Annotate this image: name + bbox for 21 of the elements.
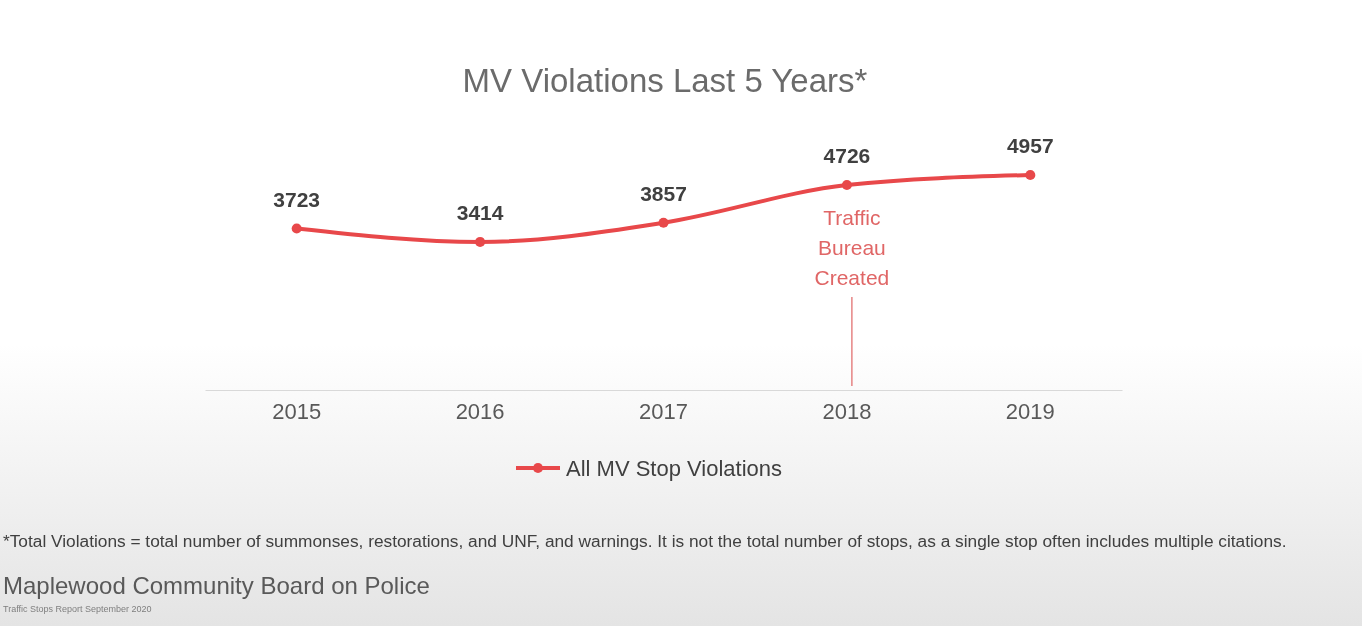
point	[658, 217, 669, 228]
point	[291, 223, 302, 234]
x-tick-label: 2018	[822, 399, 872, 425]
data-label: 3414	[456, 200, 504, 224]
ref-line-label: Traffic Bureau Created	[814, 206, 890, 289]
x-tick-label: 2016	[455, 399, 505, 425]
data-label: 4726	[823, 144, 871, 168]
point	[475, 236, 486, 247]
x-tick-label: 2017	[639, 399, 688, 425]
text: Traffic Stops Report September 2020	[3, 604, 152, 614]
point	[1025, 169, 1036, 181]
x-tick-label: 2019	[1005, 399, 1055, 425]
legend-label: All MV Stop Violations	[566, 456, 783, 481]
data-label: 4957	[1006, 134, 1054, 157]
text: Maplewood Community Board on Police	[3, 572, 430, 599]
point	[841, 179, 852, 191]
chart-title: MV Violations Last 5 Years*	[462, 62, 868, 99]
data-label: 3857	[640, 181, 687, 205]
text: *Total Violations = total number of summonses, restorations, and UNF, and warnings. It is not the total number of stops, as a single stop often includes multiple citations.	[3, 531, 1287, 551]
data-label: 3723	[273, 187, 321, 211]
x-tick-label: 2015	[272, 399, 322, 425]
